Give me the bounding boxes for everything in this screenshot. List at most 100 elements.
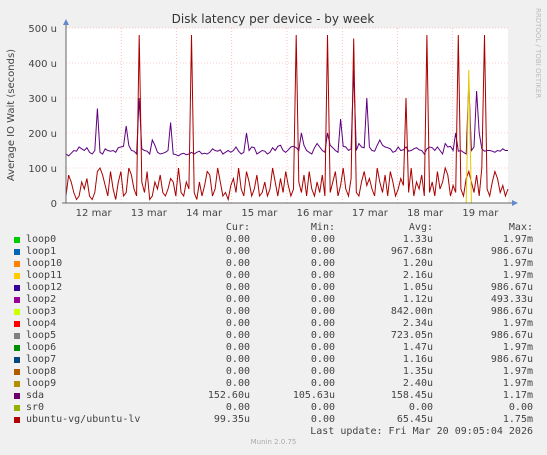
x-tick-label: 13 mar <box>131 208 168 219</box>
legend-series-name: loop4 <box>26 318 57 329</box>
y-tick-label: 400 u <box>28 59 57 70</box>
legend-row: loop3 0.00 0.00 842.00n 986.67u <box>14 306 536 318</box>
legend-max-value: 1.97m <box>502 234 533 245</box>
y-tick-label: 200 u <box>28 129 57 140</box>
grid-lines <box>66 27 508 203</box>
legend-header-max: Max: <box>508 222 533 233</box>
legend-swatch <box>14 297 20 303</box>
legend-row: loop10 0.00 0.00 1.20u 1.97m <box>14 258 536 270</box>
series-line-sda <box>65 69 508 157</box>
legend-cur-value: 0.00 <box>225 378 250 389</box>
legend-avg-value: 1.16u <box>402 354 433 365</box>
legend-max-value: 1.97m <box>502 318 533 329</box>
chart-title: Disk latency per device - by week <box>172 12 375 26</box>
x-tick-label: 14 mar <box>186 208 223 219</box>
legend-cur-value: 0.00 <box>225 318 250 329</box>
legend-series-name: loop1 <box>26 246 57 257</box>
legend-rows: loop0 0.00 0.00 1.33u 1.97m loop1 0.00 0.00 967.… <box>14 234 536 426</box>
legend-swatch <box>14 381 20 387</box>
legend-max-value: 1.97m <box>502 258 533 269</box>
legend-series-name: loop0 <box>26 234 57 245</box>
legend-cur-value: 99.35u <box>213 414 250 425</box>
x-tick-label: 15 mar <box>241 208 278 219</box>
legend-avg-value: 1.05u <box>402 282 433 293</box>
y-tick-label: 300 u <box>28 94 57 105</box>
legend-cur-value: 0.00 <box>225 258 250 269</box>
legend-swatch <box>14 405 20 411</box>
legend-swatch <box>14 333 20 339</box>
legend-max-value: 986.67u <box>490 282 533 293</box>
legend-cur-value: 0.00 <box>225 246 250 257</box>
legend-avg-value: 65.45u <box>396 414 433 425</box>
series-line-ubuntu-vg-ubuntu-lv <box>65 34 509 202</box>
legend-avg-value: 1.47u <box>402 342 433 353</box>
legend-series-name: loop2 <box>26 294 57 305</box>
legend-avg-value: 0.00 <box>408 402 433 413</box>
legend-swatch <box>14 273 20 279</box>
legend-max-value: 986.67u <box>490 330 533 341</box>
y-axis-arrow-icon <box>63 19 69 25</box>
x-tick-label: 12 mar <box>76 208 113 219</box>
legend-row: loop9 0.00 0.00 2.40u 1.97m <box>14 378 536 390</box>
legend-max-value: 1.97m <box>502 378 533 389</box>
y-tick-label: 500 u <box>28 24 57 35</box>
legend-min-value: 0.00 <box>310 246 335 257</box>
x-tick-label: 17 mar <box>352 208 389 219</box>
legend-row: loop11 0.00 0.00 2.16u 1.97m <box>14 270 536 282</box>
munin-version: Munin 2.0.75 <box>250 438 297 446</box>
legend-min-value: 0.00 <box>310 258 335 269</box>
legend-avg-value: 967.68n <box>390 246 433 257</box>
y-axis-label: Average IO Wait (seconds) <box>6 49 17 181</box>
last-update: Last update: Fri Mar 20 09:05:04 2026 <box>310 426 533 437</box>
x-tick-label: 19 mar <box>462 208 499 219</box>
legend-min-value: 0.00 <box>310 318 335 329</box>
legend-row: loop5 0.00 0.00 723.05n 986.67u <box>14 330 536 342</box>
legend-row: loop4 0.00 0.00 2.34u 1.97m <box>14 318 536 330</box>
x-axis-arrow-icon <box>512 200 518 206</box>
legend-avg-value: 2.34u <box>402 318 433 329</box>
legend-avg-value: 1.33u <box>402 234 433 245</box>
legend-avg-value: 723.05n <box>390 330 433 341</box>
legend-avg-value: 842.00n <box>390 306 433 317</box>
legend-max-value: 1.97m <box>502 342 533 353</box>
legend-series-name: loop10 <box>26 258 63 269</box>
legend-swatch <box>14 309 20 315</box>
legend-min-value: 0.00 <box>310 234 335 245</box>
legend-series-name: loop7 <box>26 354 57 365</box>
legend-swatch <box>14 321 20 327</box>
legend-min-value: 0.00 <box>310 402 335 413</box>
legend-row: loop2 0.00 0.00 1.12u 493.33u <box>14 294 536 306</box>
legend-row: loop0 0.00 0.00 1.33u 1.97m <box>14 234 536 246</box>
legend-max-value: 0.00 <box>508 402 533 413</box>
legend-min-value: 105.63u <box>292 390 335 401</box>
legend-series-name: loop5 <box>26 330 57 341</box>
legend-max-value: 986.67u <box>490 306 533 317</box>
legend-row: loop8 0.00 0.00 1.35u 1.97m <box>14 366 536 378</box>
legend-row: sda 152.60u 105.63u 158.45u 1.17m <box>14 390 536 402</box>
legend-min-value: 0.00 <box>310 270 335 281</box>
legend-swatch <box>14 237 20 243</box>
legend-max-value: 1.17m <box>502 390 533 401</box>
legend-row: sr0 0.00 0.00 0.00 0.00 <box>14 402 536 414</box>
legend-cur-value: 0.00 <box>225 342 250 353</box>
chart-canvas: Disk latency per device - by week Averag… <box>6 8 542 219</box>
legend-cur-value: 0.00 <box>225 282 250 293</box>
legend-cur-value: 0.00 <box>225 366 250 377</box>
legend-row: loop6 0.00 0.00 1.47u 1.97m <box>14 342 536 354</box>
axes <box>62 19 518 206</box>
legend-header-cur: Cur: <box>225 222 250 233</box>
legend-max-value: 1.97m <box>502 366 533 377</box>
legend-min-value: 0.00 <box>310 282 335 293</box>
legend-min-value: 0.00 <box>310 330 335 341</box>
legend-swatch <box>14 249 20 255</box>
legend-series-name: loop6 <box>26 342 57 353</box>
legend-series-name: sr0 <box>26 402 45 413</box>
legend-header-avg: Avg: <box>408 222 433 233</box>
legend-row: loop1 0.00 0.00 967.68n 986.67u <box>14 246 536 258</box>
legend-swatch <box>14 345 20 351</box>
legend: Cur: Min: Avg: Max: loop0 0.00 0.00 1.33u 1.… <box>14 222 536 426</box>
legend-cur-value: 0.00 <box>225 330 250 341</box>
legend-row: loop7 0.00 0.00 1.16u 986.67u <box>14 354 536 366</box>
legend-max-value: 493.33u <box>490 294 533 305</box>
legend-max-value: 986.67u <box>490 246 533 257</box>
